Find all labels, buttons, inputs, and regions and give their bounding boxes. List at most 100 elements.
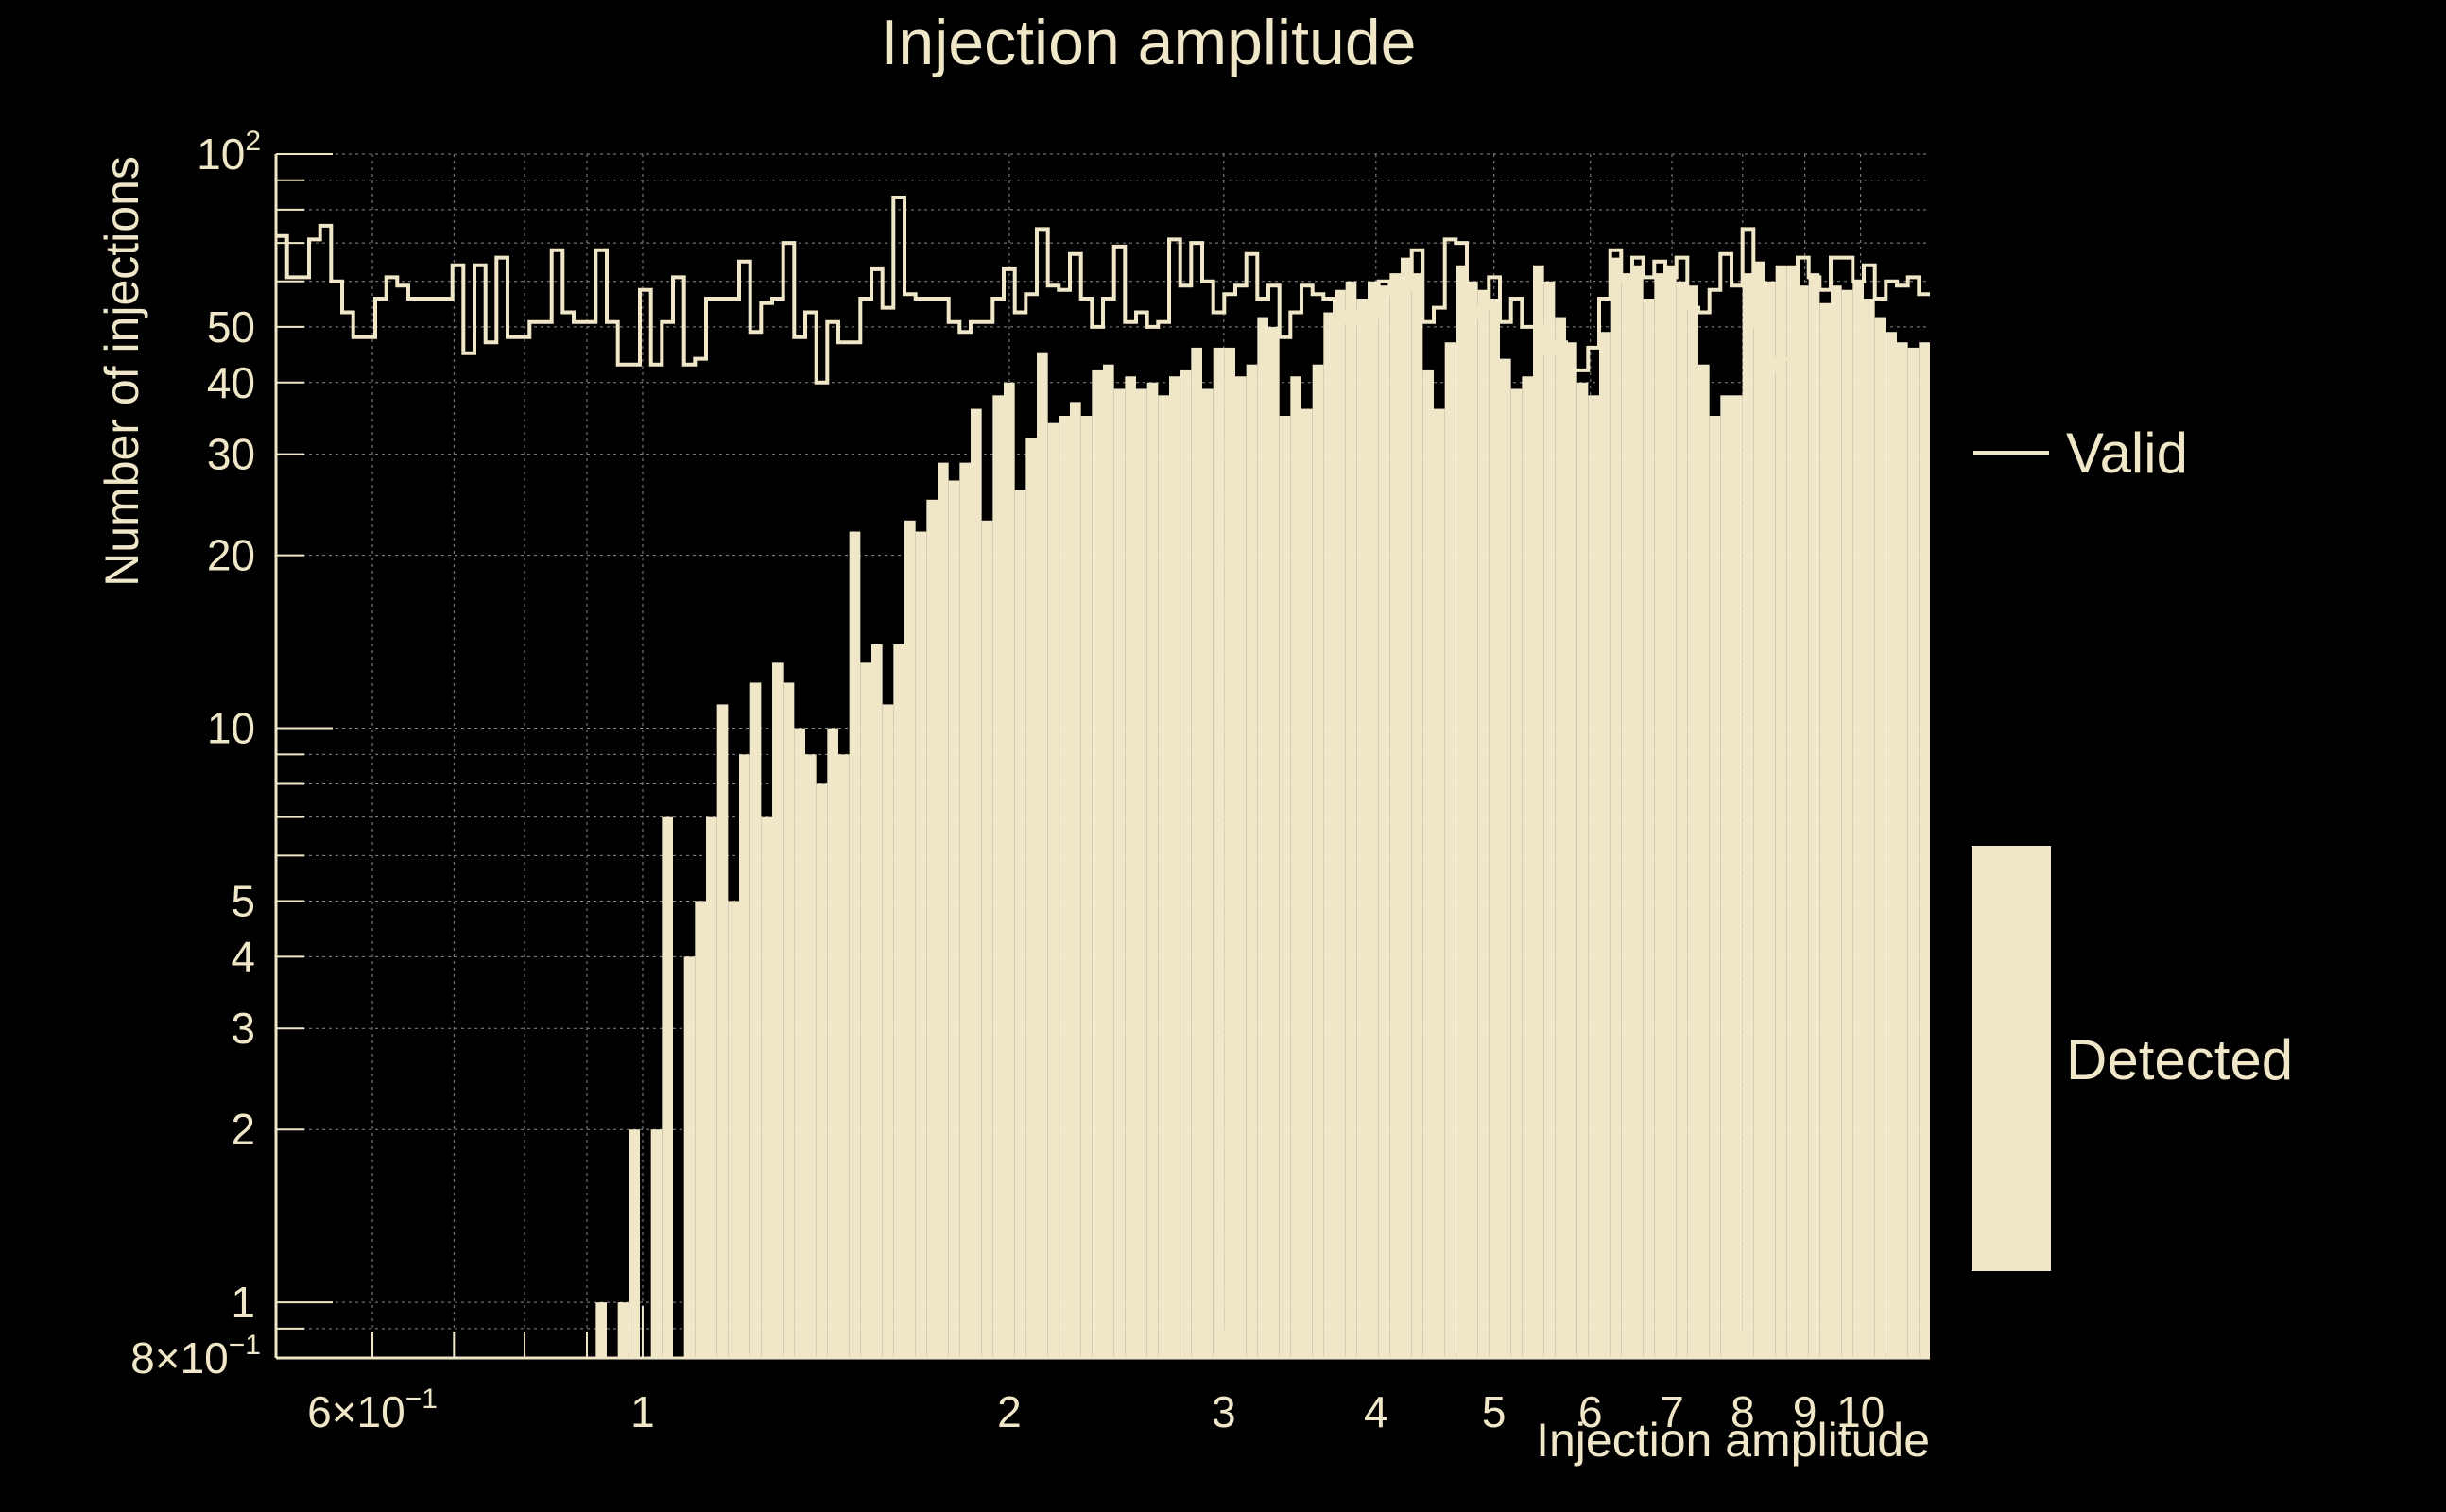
detected-bar bbox=[1434, 408, 1445, 1359]
detected-bar bbox=[1919, 342, 1930, 1358]
detected-bar bbox=[1621, 273, 1632, 1358]
detected-bar bbox=[871, 644, 883, 1358]
detected-bar bbox=[1070, 402, 1081, 1358]
detected-bar bbox=[1786, 265, 1798, 1358]
axes bbox=[274, 153, 1930, 1360]
detected-bar bbox=[1576, 382, 1589, 1358]
detected-bar bbox=[1775, 265, 1787, 1358]
legend-detected-label: Detected bbox=[2066, 1028, 2293, 1091]
detected-bar bbox=[1323, 312, 1335, 1358]
detected-bar bbox=[1103, 364, 1114, 1358]
detected-bar bbox=[1037, 352, 1048, 1358]
detected-bar bbox=[1368, 281, 1379, 1358]
y-tick-label-exponent: −1 bbox=[229, 1330, 261, 1361]
detected-bar bbox=[860, 662, 871, 1358]
detected-bar bbox=[1907, 347, 1920, 1359]
detected-bar bbox=[849, 531, 861, 1358]
detected-bar bbox=[1136, 388, 1147, 1358]
detected-bar bbox=[1610, 257, 1622, 1359]
detected-bar bbox=[783, 682, 795, 1358]
detected-bar bbox=[938, 462, 949, 1358]
x-tick-label: 3 bbox=[1212, 1387, 1236, 1436]
y-tick-label: 30 bbox=[207, 430, 255, 479]
y-tick-label: 40 bbox=[207, 358, 255, 407]
detected-bar bbox=[1268, 326, 1280, 1358]
y-tick-label: 4 bbox=[231, 932, 255, 981]
legend: Valid Detected bbox=[1972, 421, 2293, 1271]
detected-bar bbox=[749, 682, 762, 1358]
detected-bar bbox=[1213, 347, 1225, 1359]
detected-bar bbox=[893, 644, 904, 1358]
y-tick-label: 2 bbox=[231, 1105, 255, 1154]
detected-bar bbox=[1422, 369, 1434, 1358]
detected-bar bbox=[882, 704, 894, 1358]
x-tick-label: 7 bbox=[1660, 1387, 1684, 1436]
detected-bar bbox=[1588, 395, 1599, 1358]
detected-bar bbox=[1025, 438, 1037, 1359]
legend-valid-label: Valid bbox=[2066, 421, 2188, 485]
detected-bar bbox=[1356, 298, 1368, 1358]
valid-series-line bbox=[276, 196, 1930, 385]
detected-bar bbox=[1169, 376, 1180, 1358]
detected-bar bbox=[1543, 281, 1556, 1358]
detected-bar bbox=[1301, 408, 1313, 1359]
y-tick-label: 20 bbox=[207, 531, 255, 580]
x-tick-label: 2 bbox=[997, 1387, 1022, 1436]
detected-bar bbox=[1874, 317, 1886, 1359]
detected-bar bbox=[728, 901, 739, 1358]
detected-bar bbox=[1687, 285, 1698, 1358]
detected-bar bbox=[1555, 317, 1566, 1359]
detected-bar bbox=[1047, 422, 1059, 1358]
detected-bar bbox=[1632, 265, 1644, 1358]
detected-bar bbox=[992, 395, 1004, 1358]
detected-bar bbox=[1444, 342, 1456, 1358]
y-tick-labels: 8×10−11 2 3 4 5 10 20 30 40 50 102 bbox=[130, 126, 261, 1383]
detected-bar bbox=[1709, 416, 1721, 1358]
y-tick-label: 1 bbox=[231, 1278, 255, 1327]
detected-bar bbox=[662, 816, 673, 1358]
detected-bar bbox=[1864, 298, 1875, 1358]
detected-bar bbox=[926, 499, 938, 1358]
detected-bar bbox=[1510, 388, 1523, 1358]
detected-bar bbox=[838, 754, 850, 1358]
detected-bar bbox=[1290, 376, 1301, 1358]
detected-bar bbox=[1235, 376, 1247, 1358]
detected-bar bbox=[706, 816, 717, 1358]
detected-bar bbox=[1731, 395, 1743, 1358]
detected-bar bbox=[1224, 347, 1235, 1359]
detected-bar bbox=[1698, 364, 1710, 1358]
detected-bar bbox=[772, 662, 784, 1358]
detected-bar bbox=[904, 520, 916, 1358]
detected-bar bbox=[948, 480, 960, 1359]
detected-bar bbox=[1401, 257, 1412, 1359]
detected-bar bbox=[1080, 416, 1093, 1358]
detected-bar bbox=[1765, 281, 1776, 1358]
y-tick-label: 8×10−1 bbox=[130, 1330, 261, 1383]
detected-bar bbox=[1180, 369, 1192, 1358]
detected-bar bbox=[794, 728, 805, 1358]
detected-bar bbox=[1665, 265, 1677, 1358]
detected-bar bbox=[1202, 388, 1214, 1358]
y-tick-label-exponent: 2 bbox=[245, 126, 261, 157]
detected-bar bbox=[1477, 289, 1490, 1359]
y-tick-label: 102 bbox=[197, 126, 261, 179]
detected-bar bbox=[1092, 369, 1103, 1358]
detected-bar bbox=[1522, 376, 1533, 1358]
detected-bar bbox=[1753, 261, 1765, 1358]
detected-bar bbox=[1456, 265, 1467, 1358]
detected-bar bbox=[1819, 302, 1831, 1359]
detected-bar bbox=[1808, 273, 1820, 1358]
detected-bar bbox=[629, 1129, 640, 1358]
detected-bar bbox=[1533, 265, 1544, 1358]
x-tick-label: 1 bbox=[630, 1387, 655, 1436]
detected-bar bbox=[1014, 490, 1026, 1358]
x-tick-labels: 6×10−1 1 2 3 4 5 6 7 8 9 10 bbox=[307, 1383, 1885, 1436]
detected-bar bbox=[1059, 416, 1070, 1358]
detected-bar bbox=[1146, 382, 1159, 1358]
x-tick-label: 5 bbox=[1482, 1387, 1507, 1436]
detected-bar bbox=[617, 1302, 629, 1358]
detected-bar bbox=[1654, 273, 1665, 1358]
detected-bar bbox=[1886, 332, 1897, 1359]
detected-bar bbox=[739, 754, 750, 1358]
